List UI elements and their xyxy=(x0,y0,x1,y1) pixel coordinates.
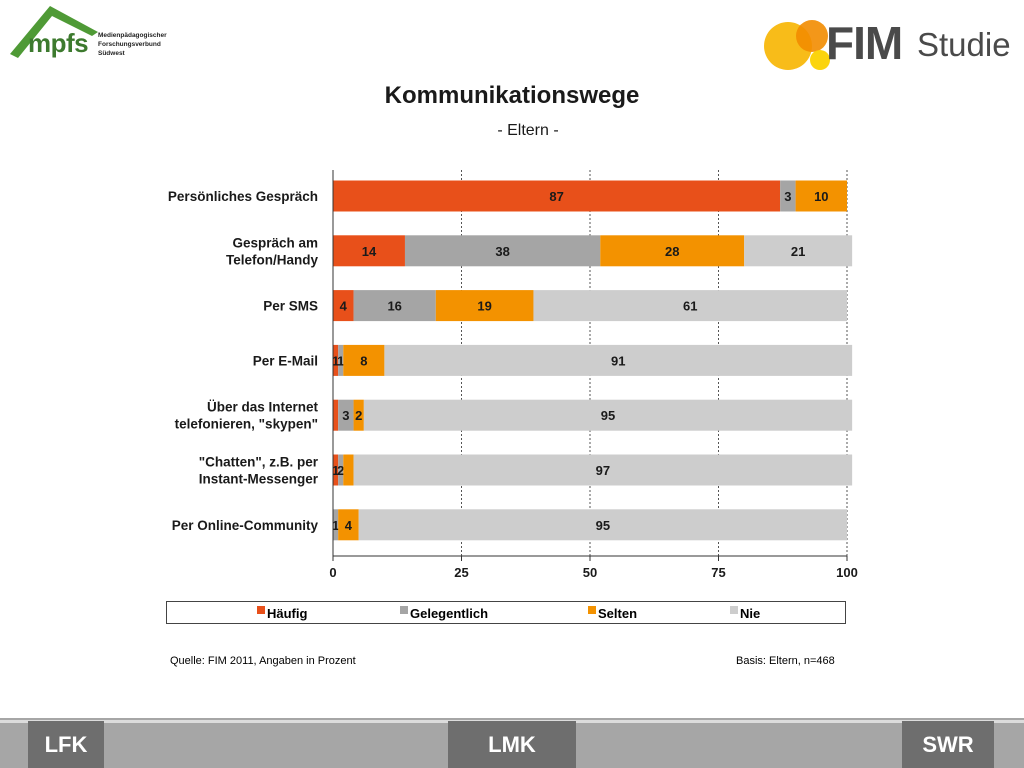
legend-label-selten: Selten xyxy=(598,606,638,621)
data-label-2-2: 19 xyxy=(477,299,491,314)
bar-3-2 xyxy=(343,344,385,376)
data-label-6-3: 95 xyxy=(596,518,610,533)
lmk-logo-text: LMK xyxy=(488,731,536,757)
fim-logo-text: FIM xyxy=(826,17,903,69)
bar-5-0 xyxy=(333,454,339,486)
basis-note: Basis: Eltern, n=468 xyxy=(736,655,835,667)
legend-swatch-selten xyxy=(588,606,596,614)
bar-4-2 xyxy=(353,399,364,431)
legend-label-nie: Nie xyxy=(740,606,761,621)
data-label-1-1: 38 xyxy=(495,244,509,259)
bar-2-0 xyxy=(333,290,354,322)
bar-0-2 xyxy=(795,180,847,212)
data-label-4-1: 3 xyxy=(342,408,349,423)
fim-logo-studie: Studie xyxy=(917,26,1011,63)
swr-logo-text: SWR xyxy=(922,731,974,757)
legend-label-gelegentlich: Gelegentlich xyxy=(410,606,489,621)
category-label-1-1: Telefon/Handy xyxy=(226,252,319,267)
data-label-1-0: 14 xyxy=(362,244,377,259)
mpfs-logo-text: mpfs xyxy=(28,28,89,58)
x-tick-label-2: 50 xyxy=(583,565,597,580)
data-label-0-0: 87 xyxy=(549,189,563,204)
category-label-4-0: Über das Internet xyxy=(207,400,319,415)
bar-4-3 xyxy=(363,399,853,431)
bar-5-2 xyxy=(343,454,354,486)
legend-swatch-nie xyxy=(730,606,738,614)
x-tick-label-4: 100 xyxy=(836,565,858,580)
mpfs-subline-2: Forschungsverbund xyxy=(98,41,161,48)
bar-2-3 xyxy=(533,290,847,322)
lmk-logo: LMK xyxy=(448,721,576,768)
bar-6-2 xyxy=(338,509,359,541)
legend-swatch-gelegentlich xyxy=(400,606,408,614)
data-label-4-2: 2 xyxy=(355,408,362,423)
chart-legend: Häufig Gelegentlich Selten Nie xyxy=(166,601,846,624)
bar-1-0 xyxy=(333,235,405,267)
data-label-5-3: 97 xyxy=(596,463,610,478)
bar-0-1 xyxy=(780,180,796,212)
bar-6-3 xyxy=(358,509,847,541)
bar-3-1 xyxy=(338,344,344,376)
data-label-3-1: 1 xyxy=(337,353,344,368)
data-label-3-3: 91 xyxy=(611,353,625,368)
bar-2-2 xyxy=(435,290,534,322)
fim-logo-mark xyxy=(764,20,830,70)
bar-3-0 xyxy=(333,344,339,376)
data-label-6-1: 1 xyxy=(332,518,339,533)
data-label-2-1: 16 xyxy=(387,299,401,314)
legend-label-haeufig: Häufig xyxy=(267,606,308,621)
x-tick-label-1: 25 xyxy=(454,565,468,580)
source-note: Quelle: FIM 2011, Angaben in Prozent xyxy=(170,655,356,667)
data-label-1-2: 28 xyxy=(665,244,679,259)
data-label-3-2: 8 xyxy=(360,353,367,368)
data-label-0-1: 3 xyxy=(784,189,791,204)
category-label-6-0: Per Online-Community xyxy=(172,518,319,533)
page-subtitle: - Eltern - xyxy=(497,122,559,139)
category-label-0-0: Persönliches Gespräch xyxy=(168,189,318,204)
bar-3-3 xyxy=(384,344,853,376)
bar-1-3 xyxy=(744,235,853,267)
mpfs-subline-1: Medienpädagogischer xyxy=(98,32,167,39)
data-label-1-3: 21 xyxy=(791,244,805,259)
mpfs-logo-mark xyxy=(10,6,98,58)
x-tick-label-0: 0 xyxy=(329,565,336,580)
data-label-0-2: 10 xyxy=(814,189,828,204)
bar-4-0 xyxy=(333,399,339,431)
legend-swatch-haeufig xyxy=(257,606,265,614)
category-label-3-0: Per E-Mail xyxy=(253,353,318,368)
lfk-logo: LFK xyxy=(28,721,104,768)
category-label-5-0: "Chatten", z.B. per xyxy=(199,455,319,470)
x-tick-label-3: 75 xyxy=(711,565,725,580)
bar-1-2 xyxy=(600,235,745,267)
data-label-4-3: 95 xyxy=(601,408,615,423)
bar-5-3 xyxy=(353,454,853,486)
data-label-5-1: 2 xyxy=(337,463,344,478)
category-label-5-1: Instant-Messenger xyxy=(199,472,319,487)
lfk-logo-text: LFK xyxy=(44,731,88,757)
data-label-6-2: 4 xyxy=(345,518,353,533)
swr-logo: SWR xyxy=(902,721,994,768)
bar-5-1 xyxy=(338,454,344,486)
bar-0-0 xyxy=(333,180,781,212)
bar-1-1 xyxy=(404,235,601,267)
data-label-2-3: 61 xyxy=(683,299,697,314)
category-label-2-0: Per SMS xyxy=(263,299,318,314)
data-label-5-0: 1 xyxy=(332,463,339,478)
category-label-4-1: telefonieren, "skypen" xyxy=(175,417,318,432)
bar-4-1 xyxy=(338,399,354,431)
bar-2-1 xyxy=(353,290,436,322)
mpfs-subline-3: Südwest xyxy=(98,50,125,57)
data-label-2-0: 4 xyxy=(340,299,348,314)
bar-6-1 xyxy=(333,509,339,541)
page-title: Kommunikationswege xyxy=(384,82,640,109)
data-label-3-0: 1 xyxy=(332,353,339,368)
category-label-1-0: Gespräch am xyxy=(232,235,318,250)
